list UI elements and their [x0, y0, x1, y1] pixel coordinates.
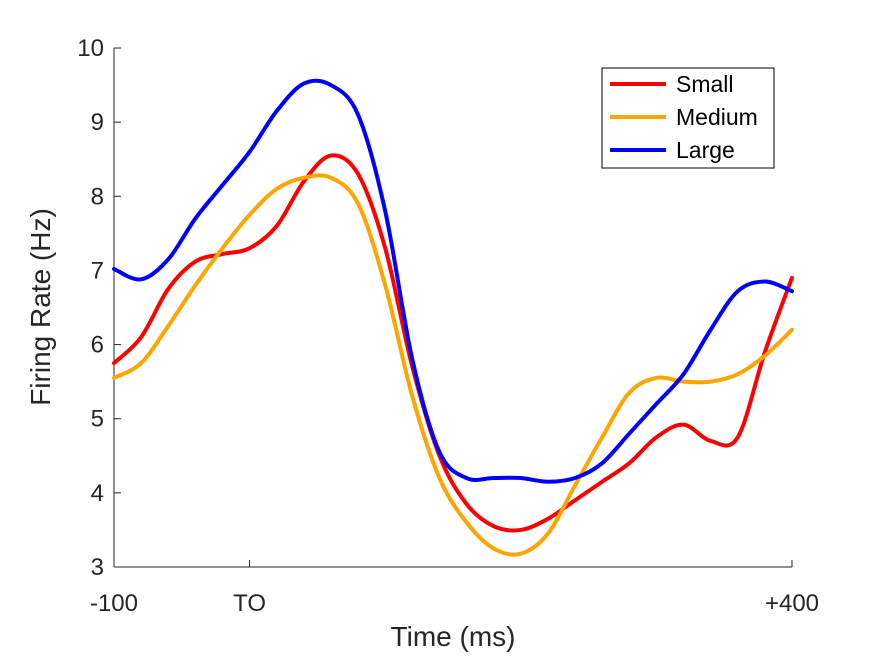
- series-lines: [112, 78, 794, 557]
- y-tick-label: 5: [91, 406, 104, 433]
- y-tick-label: 8: [91, 183, 104, 210]
- y-tick-label: 9: [91, 109, 104, 136]
- y-tick-label: 6: [91, 332, 104, 359]
- legend-label-medium: Medium: [676, 104, 758, 130]
- legend-label-small: Small: [676, 71, 734, 97]
- x-axis-title: Time (ms): [391, 621, 516, 652]
- legend-label-large: Large: [676, 137, 735, 163]
- y-tick-label: 10: [77, 35, 104, 62]
- y-tick-label: 4: [91, 480, 104, 507]
- legend: Small Medium Large: [601, 67, 775, 169]
- x-axis-ticks: -100 TO +400: [90, 560, 819, 617]
- y-axis-title: Firing Rate (Hz): [25, 208, 56, 406]
- x-tick-label: TO: [233, 590, 266, 617]
- x-tick-label: -100: [90, 590, 138, 617]
- series-line-large: [112, 78, 794, 484]
- series-line-small: [112, 153, 794, 533]
- y-tick-label: 7: [91, 257, 104, 284]
- y-axis-ticks: 3 4 5 6 7 8 9 10: [77, 35, 121, 581]
- y-tick-label: 3: [91, 554, 104, 581]
- x-tick-label: +400: [765, 590, 819, 617]
